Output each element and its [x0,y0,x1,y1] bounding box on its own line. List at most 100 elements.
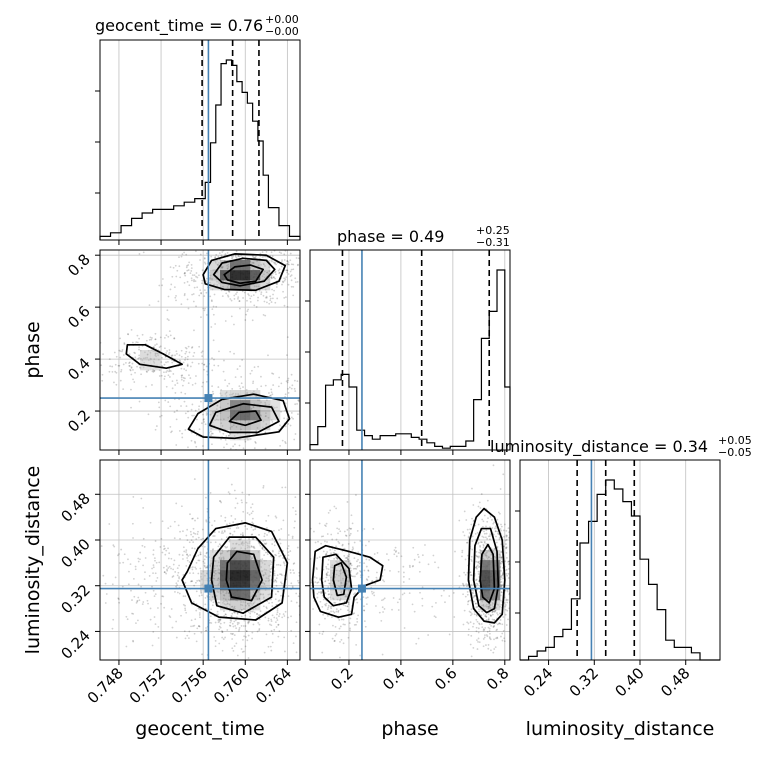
sample-point [393,549,396,552]
sample-point [133,381,136,383]
sample-point [251,319,254,322]
sample-point [476,583,479,586]
sample-point [328,593,331,596]
sample-point [287,261,290,264]
sample-point [152,566,155,569]
sample-point [263,532,266,535]
sample-point [104,602,107,604]
sample-point [271,537,274,540]
density-cell [230,560,241,571]
sample-point [504,589,507,592]
sample-point [491,618,494,621]
sample-point [171,361,174,364]
sample-point [220,254,223,257]
density-cell [250,420,261,431]
sample-point [325,553,328,555]
sample-point [138,346,141,349]
sample-point [114,370,117,373]
sample-point [248,513,251,516]
sample-point [378,611,381,614]
sample-point [321,633,324,635]
sample-point [494,530,497,533]
sample-point [283,304,286,307]
title-geocent-time-sup: +0.00 [265,13,299,26]
sample-point [247,657,250,659]
sample-point [176,584,179,586]
sample-point [280,573,283,576]
sample-point [504,604,507,606]
sample-point [200,400,202,403]
sample-point [297,595,300,598]
sample-point [507,561,509,563]
sample-point [335,545,337,548]
sample-point [271,632,274,635]
sample-point [239,456,241,458]
sample-point [480,623,483,625]
sample-point [504,569,507,572]
sample-point [234,506,237,509]
sample-point [154,332,157,335]
sample-point [470,613,473,615]
sample-point [342,618,345,621]
sample-point [188,284,191,287]
sample-point [334,425,336,427]
sample-point [256,461,258,463]
sample-point [194,409,197,412]
sample-point [224,613,227,616]
sample-point [302,610,304,612]
sample-point [133,351,136,354]
sample-point [458,519,461,522]
sample-point [191,384,194,386]
sample-point [463,534,466,537]
sample-point [210,255,213,258]
sample-point [193,351,196,354]
sample-point [197,536,200,539]
sample-point [205,556,208,558]
sample-point [475,565,478,568]
sample-point [251,533,254,536]
sample-point [180,349,183,352]
contour-line [125,343,183,370]
sample-point [191,580,194,583]
sample-point [326,291,328,293]
sample-point [165,385,168,388]
sample-point [205,412,208,414]
sample-point [375,571,378,574]
sample-point [393,553,396,556]
sample-point [330,605,333,608]
sample-point [203,257,206,259]
sample-point [252,545,255,548]
sample-point [483,541,486,544]
sample-point [500,560,503,563]
sample-point [326,533,329,535]
sample-point [163,363,166,366]
sample-point [170,567,172,570]
sample-point [505,624,508,626]
sample-point [275,263,277,266]
sample-point [298,399,300,401]
sample-point [188,637,190,639]
sample-point [327,579,330,582]
sample-point [128,353,131,356]
sample-point [163,371,165,374]
sample-point [152,346,155,349]
sample-point [328,582,331,585]
sample-point [191,566,194,568]
sample-point [352,588,354,591]
sample-point [290,279,293,282]
sample-point [493,521,495,524]
sample-point [435,601,437,604]
sample-point [488,637,491,640]
sample-point [158,561,161,564]
sample-point [314,526,316,528]
sample-point [477,542,480,545]
sample-point [206,314,208,316]
sample-point [193,632,196,635]
sample-point [481,535,484,538]
sample-point [163,606,166,609]
sample-point [232,255,235,257]
sample-point [325,602,328,605]
sample-point [291,535,294,538]
sample-point [64,576,66,578]
density-cell [240,570,251,581]
